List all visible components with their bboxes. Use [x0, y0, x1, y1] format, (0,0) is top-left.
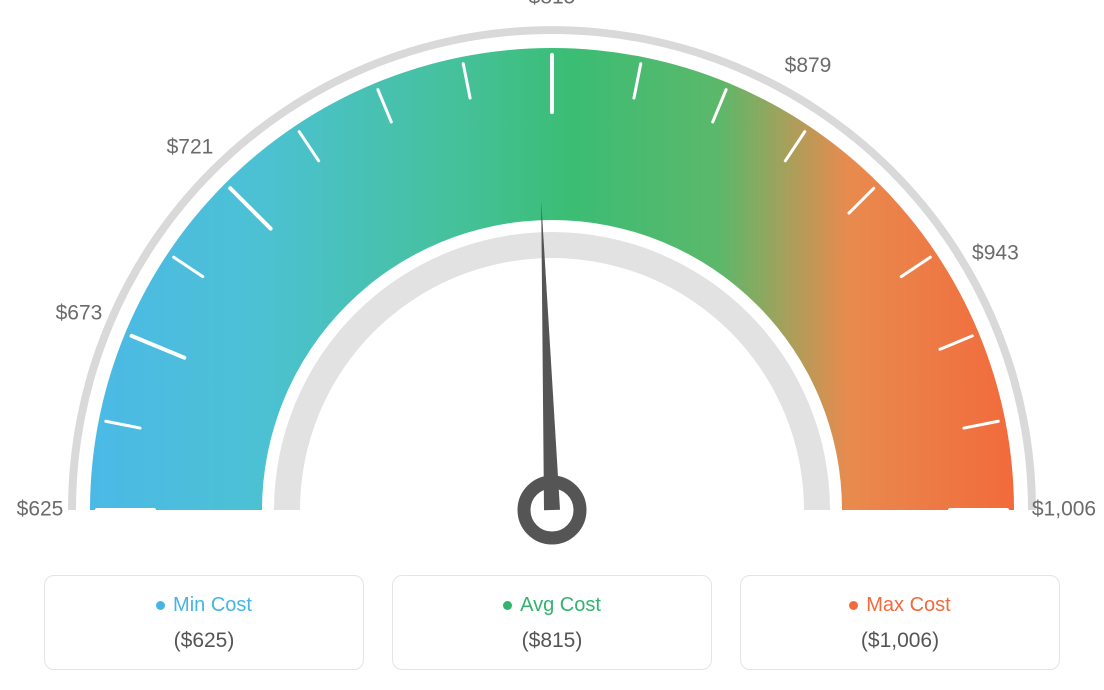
gauge-chart: $625 $673 $721 $815 $879 $943 $1,006: [0, 0, 1104, 560]
legend-value-min: ($625): [55, 629, 353, 653]
legend-label-row: Avg Cost: [403, 594, 701, 617]
legend-card-min: Min Cost ($625): [44, 575, 364, 670]
svg-text:$625: $625: [17, 498, 64, 521]
legend-dot-max: [849, 601, 858, 610]
legend-value-max: ($1,006): [751, 629, 1049, 653]
legend-label-row: Max Cost: [751, 594, 1049, 617]
gauge-svg: $625 $673 $721 $815 $879 $943 $1,006: [0, 0, 1104, 560]
svg-text:$815: $815: [529, 0, 576, 9]
legend-card-max: Max Cost ($1,006): [740, 575, 1060, 670]
svg-text:$1,006: $1,006: [1032, 498, 1096, 521]
legend-label-min: Min Cost: [173, 594, 252, 617]
legend-row: Min Cost ($625) Avg Cost ($815) Max Cost…: [0, 575, 1104, 670]
svg-text:$673: $673: [56, 302, 103, 325]
legend-card-avg: Avg Cost ($815): [392, 575, 712, 670]
legend-dot-min: [156, 601, 165, 610]
svg-text:$721: $721: [167, 136, 214, 159]
svg-text:$943: $943: [972, 242, 1019, 265]
legend-label-max: Max Cost: [866, 594, 950, 617]
legend-label-avg: Avg Cost: [520, 594, 601, 617]
legend-label-row: Min Cost: [55, 594, 353, 617]
svg-text:$879: $879: [785, 54, 832, 77]
legend-value-avg: ($815): [403, 629, 701, 653]
legend-dot-avg: [503, 601, 512, 610]
